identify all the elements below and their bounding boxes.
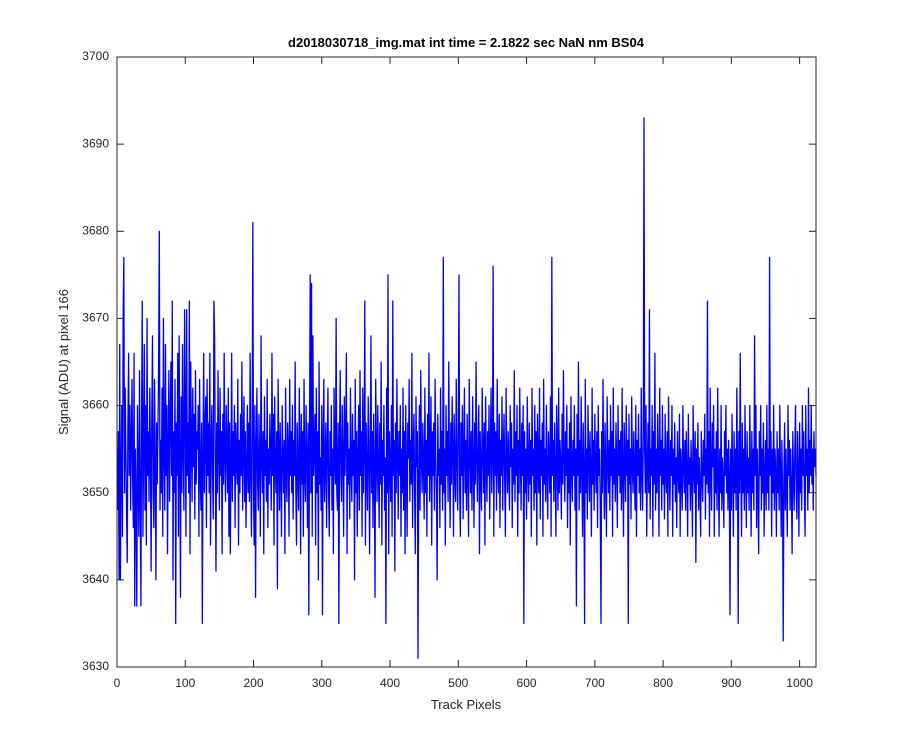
- y-tick-label: 3670: [82, 311, 109, 325]
- y-tick-label: 3650: [82, 485, 109, 499]
- y-tick-label: 3680: [82, 223, 109, 237]
- plot-frame: [116, 56, 817, 668]
- x-tick-label: 0: [114, 676, 121, 690]
- x-axis-label: Track Pixels: [431, 697, 502, 712]
- x-tick-label: 300: [312, 676, 332, 690]
- x-tick-label: 400: [380, 676, 400, 690]
- x-tick-label: 500: [448, 676, 468, 690]
- x-tick-label: 800: [653, 676, 673, 690]
- x-tick-label: 1000: [786, 676, 813, 690]
- x-tick-label: 700: [585, 676, 605, 690]
- y-tick-label: 3690: [82, 136, 109, 150]
- y-axis-label: Signal (ADU) at pixel 166: [56, 289, 71, 435]
- chart-title: d2018030718_img.mat int time = 2.1822 se…: [288, 35, 645, 50]
- data-line: [117, 117, 817, 659]
- x-tick-label: 900: [721, 676, 741, 690]
- x-tick-label: 600: [517, 676, 537, 690]
- y-tick-label: 3630: [82, 659, 109, 673]
- y-tick-label: 3700: [82, 49, 109, 63]
- y-tick-label: 3640: [82, 572, 109, 586]
- y-tick-label: 3660: [82, 398, 109, 412]
- x-tick-label: 100: [175, 676, 195, 690]
- x-tick-label: 200: [244, 676, 264, 690]
